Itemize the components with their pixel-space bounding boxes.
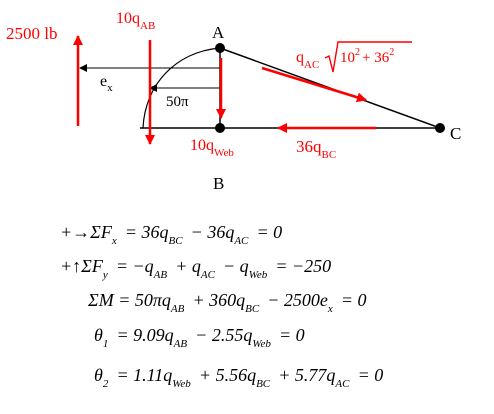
equation-line: θ1 = 9.09qAB − 2.55qWeb = 0 xyxy=(94,325,305,350)
label-a: A xyxy=(212,23,225,42)
label-load: 2500 lb xyxy=(6,24,57,43)
equation-line: ΣM = 50πqAB + 360qBC − 2500ex = 0 xyxy=(87,290,367,315)
label-qweb: 10qWeb xyxy=(190,137,234,159)
label-ex: ex xyxy=(100,73,113,94)
sqrt-sign xyxy=(324,41,412,73)
svg-text:102+ 362: 102 + 362 xyxy=(340,47,394,66)
equation-line: +↑ΣFy = −qAB + qAC − qWeb = −250 xyxy=(60,256,331,281)
equation-line: +→ΣFx = 36qBC − 36qAC = 0 xyxy=(60,222,282,247)
label-c: C xyxy=(450,124,461,143)
svg-text:qAC: qAC xyxy=(296,49,319,71)
label-qab: 10qAB xyxy=(116,10,155,32)
qac-arrow xyxy=(261,66,367,103)
label-b: B xyxy=(213,174,224,193)
curved-web xyxy=(142,47,221,129)
equation-line: θ2 = 1.11qWeb + 5.56qBC + 5.77qAC = 0 xyxy=(94,365,383,390)
node-b xyxy=(215,123,225,133)
label-qac: qAC 102 + 362 xyxy=(296,41,412,73)
node-a xyxy=(215,43,225,53)
label-50pi: 50π xyxy=(166,94,189,110)
label-qbc: 36qBC xyxy=(296,137,336,161)
node-c xyxy=(435,123,445,133)
equations: +→ΣFx = 36qBC − 36qAC = 0 +↑ΣFy = −qAB + … xyxy=(60,222,383,390)
